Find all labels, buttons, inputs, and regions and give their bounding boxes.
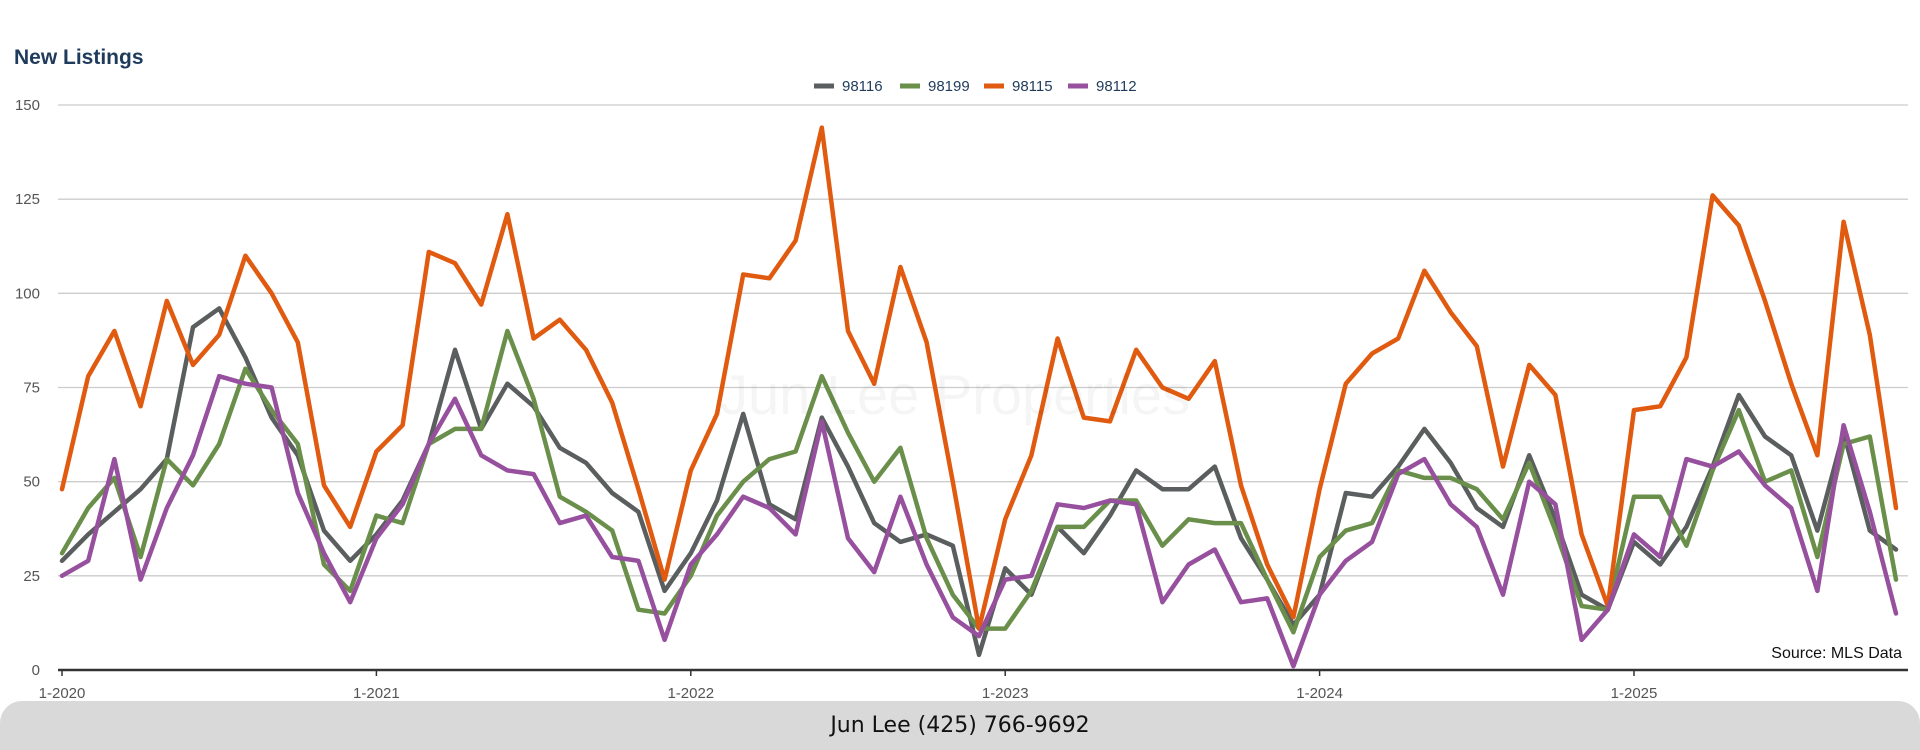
y-tick-label: 100 [15,285,40,302]
x-tick-label: 1-2025 [1611,685,1658,701]
x-tick-label: 1-2021 [353,685,400,701]
legend-label: 98112 [1096,78,1137,95]
chart-title: New Listings [14,46,144,69]
x-tick-label: 1-2023 [982,685,1029,701]
x-tick-label: 1-2020 [39,685,86,701]
series-line-98115 [59,125,1899,631]
watermark-text: Jun Lee Properties [720,362,1190,427]
legend-item-98116[interactable]: 98116 [814,78,883,95]
y-tick-label: 25 [23,568,40,585]
x-tick-label: 1-2024 [1296,685,1343,701]
y-axis-ticks: 0 25 50 75 100 125 150 [15,97,40,679]
legend-label: 98199 [928,78,970,95]
footer-contact: Jun Lee (425) 766-9692 [830,713,1090,738]
legend-item-98112[interactable]: 98112 [1068,78,1137,95]
legend-item-98115[interactable]: 98115 [984,78,1053,95]
source-note: Source: MLS Data [1771,645,1902,662]
legend-label: 98116 [842,78,883,95]
y-tick-label: 75 [23,380,40,397]
series-line-98112 [59,373,1899,669]
x-tick-label: 1-2022 [667,685,714,701]
legend-item-98199[interactable]: 98199 [900,78,970,95]
y-tick-label: 0 [32,662,40,679]
series-lines [59,125,1899,669]
y-tick-label: 50 [23,474,40,491]
x-axis-ticks: 1-2020 1-2021 1-2022 1-2023 1-2024 1-2025 [39,670,1658,701]
legend: 98116 98199 98115 98112 [814,78,1137,95]
legend-label: 98115 [1012,78,1053,95]
gridlines [58,104,1908,672]
footer-bar: Jun Lee (425) 766-9692 [0,701,1920,750]
y-tick-label: 150 [15,97,40,114]
y-tick-label: 125 [15,191,40,208]
